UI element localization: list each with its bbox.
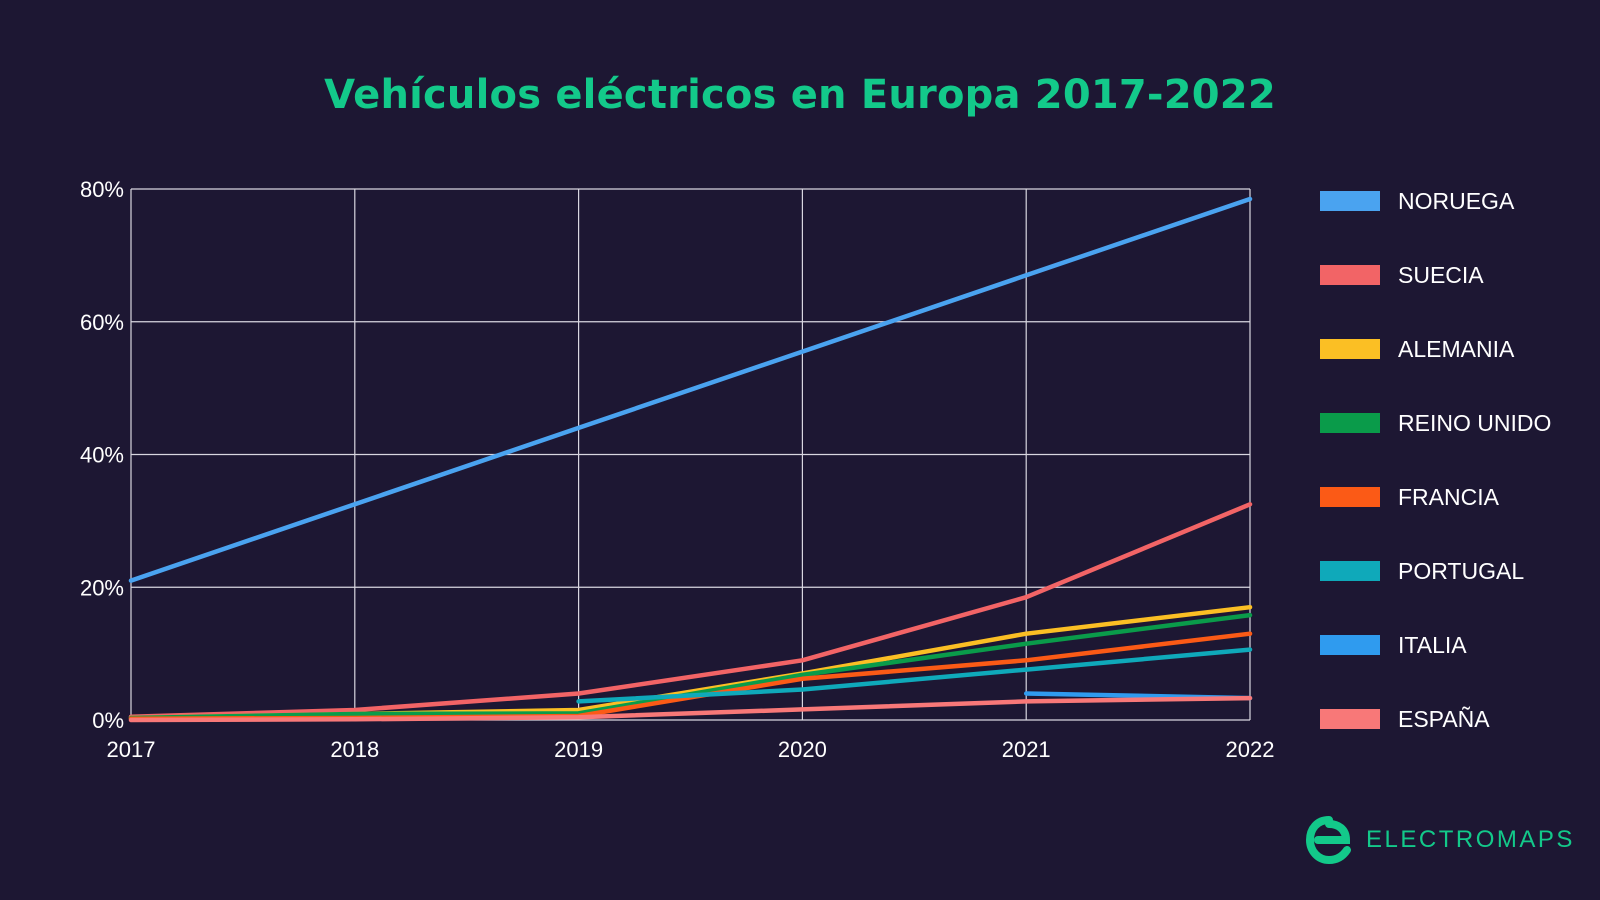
- legend-item: REINO UNIDO: [1320, 408, 1551, 438]
- y-tick-label: 40%: [80, 443, 124, 468]
- x-tick-label: 2020: [778, 737, 827, 762]
- legend-item: ALEMANIA: [1320, 334, 1514, 364]
- y-axis-ticks: 0% 20% 40% 60% 80%: [80, 177, 124, 733]
- y-tick-label: 60%: [80, 310, 124, 335]
- legend-item: NORUEGA: [1320, 186, 1514, 216]
- legend-swatch: [1320, 413, 1380, 433]
- legend-item: FRANCIA: [1320, 482, 1499, 512]
- legend-item: ESPAÑA: [1320, 704, 1490, 734]
- legend-label: NORUEGA: [1398, 187, 1515, 214]
- electromaps-logo-icon: [1306, 816, 1351, 864]
- legend-label: REINO UNIDO: [1398, 409, 1552, 436]
- series-line-españa: [128, 695, 1253, 723]
- legend-swatch: [1320, 635, 1380, 655]
- series-line-portugal: [576, 647, 1253, 704]
- legend-swatch: [1320, 265, 1380, 285]
- legend-label: FRANCIA: [1398, 483, 1499, 510]
- brand-logo: ELECTROMAPS: [1306, 816, 1575, 864]
- chart-series: [128, 196, 1253, 723]
- legend-label: ITALIA: [1398, 631, 1467, 658]
- legend-item: ITALIA: [1320, 630, 1467, 660]
- x-axis-ticks: 2017 2018 2019 2020 2021 2022: [107, 737, 1275, 762]
- x-tick-label: 2019: [554, 737, 603, 762]
- legend-swatch: [1320, 709, 1380, 729]
- legend-item: PORTUGAL: [1320, 556, 1524, 586]
- legend-swatch: [1320, 191, 1380, 211]
- x-tick-label: 2017: [107, 737, 156, 762]
- y-tick-label: 0%: [92, 708, 124, 733]
- series-line-noruega: [128, 196, 1253, 583]
- chart-grid: [130, 188, 1251, 721]
- legend-label: SUECIA: [1398, 261, 1484, 288]
- legend-item: SUECIA: [1320, 260, 1484, 290]
- x-tick-label: 2018: [330, 737, 379, 762]
- legend-swatch: [1320, 487, 1380, 507]
- legend-swatch: [1320, 561, 1380, 581]
- x-tick-label: 2022: [1226, 737, 1275, 762]
- legend-swatch: [1320, 339, 1380, 359]
- legend-label: ALEMANIA: [1398, 335, 1515, 362]
- y-tick-label: 80%: [80, 177, 124, 202]
- series-line-suecia: [128, 502, 1253, 719]
- y-tick-label: 20%: [80, 575, 124, 600]
- chart-title: Vehículos eléctricos en Europa 2017-2022: [324, 72, 1276, 118]
- legend-label: ESPAÑA: [1398, 705, 1490, 732]
- brand-name: ELECTROMAPS: [1366, 826, 1575, 853]
- legend-label: PORTUGAL: [1398, 557, 1525, 584]
- x-tick-label: 2021: [1002, 737, 1051, 762]
